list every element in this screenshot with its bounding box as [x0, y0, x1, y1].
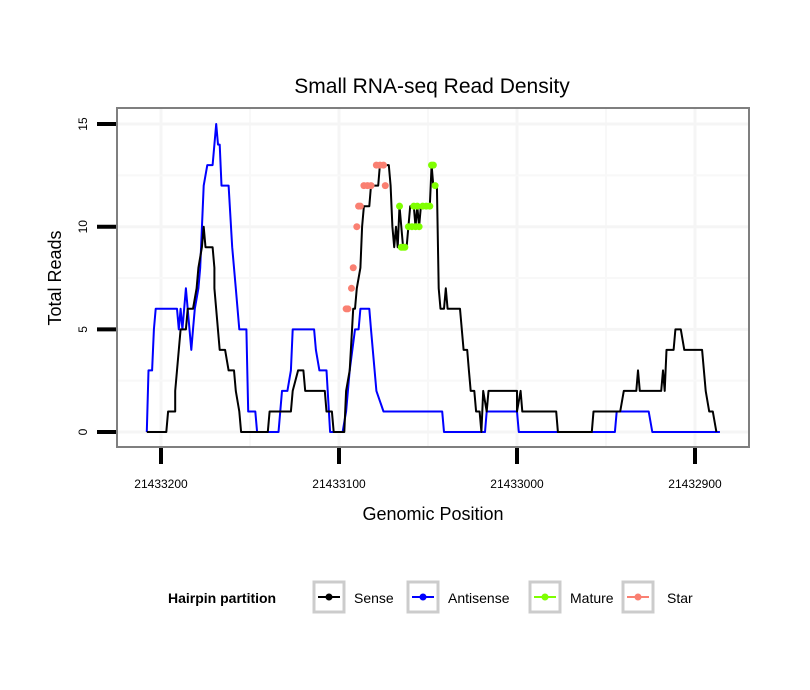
y-axis-title: Total Reads — [45, 230, 65, 325]
legend: Hairpin partition Sense Antisense Mature St… — [168, 580, 693, 614]
point-star — [349, 264, 357, 272]
legend-item-mature: Mature — [528, 580, 614, 614]
point-mature — [413, 202, 421, 210]
point-star — [381, 182, 389, 190]
legend-key-point — [541, 593, 549, 601]
legend-item-antisense: Antisense — [406, 580, 510, 614]
x-tick-label: 21432900 — [668, 477, 722, 491]
point-star — [347, 284, 355, 292]
point-mature — [429, 161, 437, 169]
legend-item-star: Star — [621, 580, 693, 614]
y-axis: 0 5 10 15 — [76, 117, 116, 435]
x-axis: 21433200 21433100 21433000 21432900 — [134, 448, 722, 491]
legend-key-point — [634, 593, 642, 601]
grid-lines — [118, 109, 748, 446]
point-mature — [426, 202, 434, 210]
legend-item-sense: Sense — [312, 580, 394, 614]
point-star — [356, 202, 364, 210]
point-star — [380, 161, 387, 169]
legend-title: Hairpin partition — [168, 590, 276, 606]
x-axis-title: Genomic Position — [362, 504, 503, 524]
chart-title: Small RNA-seq Read Density — [294, 75, 570, 98]
point-mature — [431, 182, 439, 190]
point-star — [353, 223, 361, 231]
legend-label: Mature — [570, 590, 614, 606]
y-tick-label: 0 — [76, 428, 90, 435]
y-tick-label: 10 — [76, 220, 90, 234]
legend-key-point — [419, 593, 427, 601]
point-star — [344, 305, 352, 313]
point-star — [367, 182, 375, 190]
series-line-antisense — [145, 123, 720, 433]
x-tick-label: 21433200 — [134, 477, 188, 491]
y-tick-label: 5 — [76, 326, 90, 333]
x-tick-label: 21433000 — [490, 477, 544, 491]
series-line-sense — [146, 164, 718, 433]
y-tick-label: 15 — [76, 117, 90, 131]
point-mature — [396, 202, 404, 210]
legend-key-point — [325, 593, 333, 601]
point-mature — [401, 243, 409, 251]
legend-label: Antisense — [448, 590, 510, 606]
point-mature — [415, 223, 423, 231]
legend-label: Star — [667, 590, 693, 606]
legend-label: Sense — [354, 590, 394, 606]
x-tick-label: 21433100 — [312, 477, 366, 491]
series-group — [145, 123, 720, 433]
